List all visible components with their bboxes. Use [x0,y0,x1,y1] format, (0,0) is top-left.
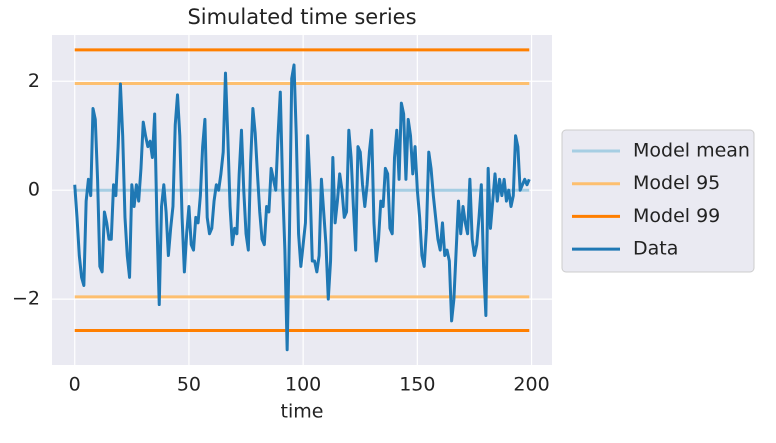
y-tick-label: −2 [12,288,40,310]
x-axis-label: time [281,401,324,423]
legend [561,129,755,273]
chart-title: Simulated time series [187,5,416,29]
series-line [74,48,530,332]
x-tick-label: 0 [69,374,81,396]
x-tick-label: 150 [399,374,435,396]
legend-label: Model 95 [633,172,720,194]
x-tick-label: 50 [177,374,201,396]
x-tick-label: 200 [513,374,549,396]
legend-label: Model mean [633,140,750,162]
y-tick-label: 0 [28,179,40,201]
y-tick-label: 2 [28,70,40,92]
legend-label: Model 99 [633,205,720,227]
x-tick-label: 100 [285,374,321,396]
legend-label: Data [633,238,678,260]
series-line [73,63,531,352]
